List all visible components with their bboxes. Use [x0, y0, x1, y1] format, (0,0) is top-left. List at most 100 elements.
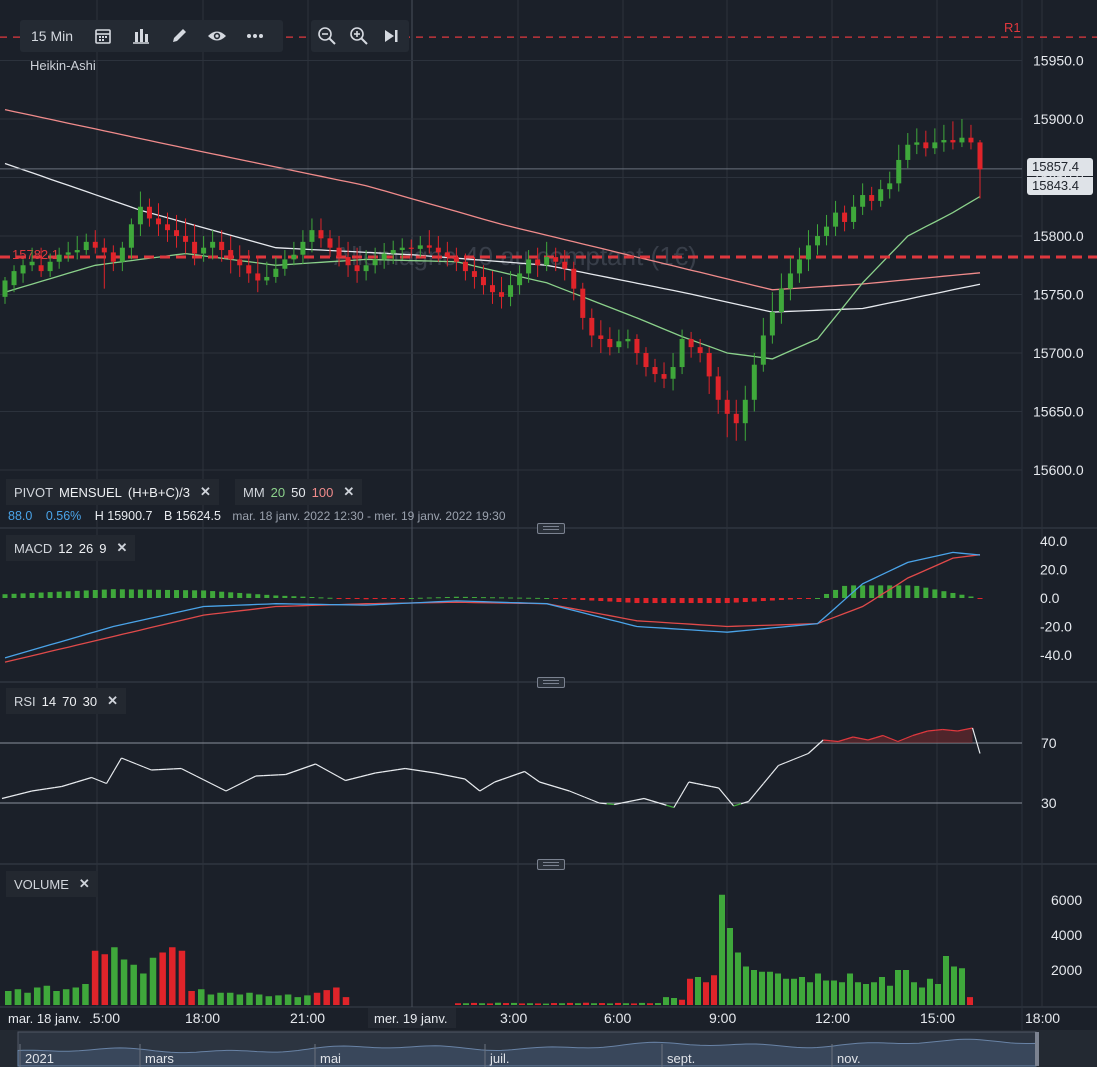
macd-histogram-bar [309, 596, 315, 598]
macd-histogram-bar [887, 585, 893, 598]
volume-bar [284, 994, 292, 1005]
time-tick-label: 18:00 [1025, 1010, 1060, 1026]
macd-histogram-bar [155, 589, 161, 598]
volume-bar [599, 1003, 605, 1005]
candle-body [444, 252, 450, 258]
zoom-in-icon[interactable] [343, 20, 375, 52]
pivot-close-icon[interactable]: ✕ [200, 484, 211, 499]
macd-param-slow: 26 [78, 540, 94, 556]
mm-legend[interactable]: MM 20 50 100 ✕ [235, 479, 363, 505]
candle-body [101, 247, 107, 253]
mm-close-icon[interactable]: ✕ [343, 484, 355, 499]
macd-histogram-bar [751, 598, 757, 602]
rsi-line-segment [98, 779, 107, 785]
eye-icon[interactable] [198, 20, 236, 52]
rsi-param-period: 14 [41, 693, 57, 709]
rsi-line-segment [471, 784, 481, 792]
volume-bar [455, 1003, 461, 1005]
macd-legend[interactable]: MACD 12 26 9 ✕ [6, 535, 136, 561]
volume-bar [140, 973, 147, 1005]
jump-to-end-icon[interactable] [375, 20, 407, 52]
macd-histogram-bar [715, 598, 721, 604]
candle-body [571, 268, 577, 289]
volume-close-icon[interactable]: ✕ [78, 876, 90, 891]
rsi-close-icon[interactable]: ✕ [107, 693, 118, 708]
candle-body [490, 285, 495, 293]
macd-histogram-bar [255, 594, 261, 598]
rsi-line-segment [837, 738, 846, 743]
volume-bar [511, 1002, 517, 1005]
pane-resize-handle-rsi[interactable] [537, 677, 565, 688]
navigator-handle [1035, 1032, 1039, 1066]
volume-bar [24, 992, 31, 1005]
macd-histogram-bar [462, 596, 468, 598]
candle-body [119, 247, 125, 262]
volume-bar [333, 987, 340, 1005]
pane-resize-handle-volume[interactable] [537, 859, 565, 870]
rsi-line-segment [785, 758, 794, 764]
mm-period-100: 100 [311, 484, 334, 500]
rsi-line-segment [614, 802, 622, 806]
rsi-line-segment [360, 774, 368, 778]
zoom-toolbar [311, 20, 409, 52]
date-range: mar. 18 janv. 2022 12:30 - mer. 19 janv.… [232, 509, 506, 523]
candle-body [851, 206, 857, 222]
zoom-out-icon[interactable] [311, 20, 343, 52]
time-tick-label: 15:00 [85, 1010, 120, 1026]
rsi-legend[interactable]: RSI 14 70 30 ✕ [6, 688, 126, 714]
candle-body [616, 341, 622, 348]
volume-bar [178, 950, 186, 1005]
timeframe-selector[interactable]: 15 Min [30, 28, 74, 44]
volume-legend[interactable]: VOLUME ✕ [6, 871, 98, 897]
macd-histogram-bar [318, 597, 324, 599]
pane-resize-handle-macd[interactable] [537, 523, 565, 534]
candle-body [228, 250, 234, 260]
volume-bar [342, 997, 350, 1005]
macd-histogram-bar [480, 597, 486, 599]
volume-label: VOLUME [14, 876, 69, 892]
rsi-line-segment [882, 734, 891, 740]
candle-body [372, 259, 378, 266]
pivot-legend[interactable]: PIVOT MENSUEL (H+B+C)/3 ✕ [6, 479, 219, 505]
volume-bar [935, 984, 941, 1005]
macd-histogram-bar [101, 589, 107, 598]
macd-histogram-bar [38, 592, 44, 598]
volume-bar [294, 997, 301, 1005]
rsi-line-segment [950, 729, 958, 732]
candle-body [634, 338, 640, 353]
pivot-label: PIVOT [14, 484, 54, 500]
macd-histogram-bar [842, 585, 848, 598]
candle-body [264, 276, 270, 281]
rsi-line-segment [890, 737, 899, 743]
volume-tick-label: 4000 [1051, 927, 1082, 943]
bar-chart-icon[interactable] [122, 20, 160, 52]
volume-bar [14, 989, 22, 1005]
candle-body [905, 144, 911, 160]
rsi-line-segment [546, 783, 555, 788]
volume-bar [719, 894, 725, 1005]
volume-bar [687, 978, 693, 1005]
rsi-line-segment [210, 782, 219, 788]
calendar-icon[interactable] [84, 20, 122, 52]
candle-body [65, 252, 71, 255]
candle-body [417, 245, 423, 249]
rsi-line-segment [300, 766, 309, 770]
pencil-icon[interactable] [160, 20, 198, 52]
macd-histogram-bar [2, 594, 8, 598]
volume-bar [847, 973, 853, 1005]
candle-body [74, 250, 80, 253]
rsi-line-segment [599, 802, 607, 805]
macd-histogram-bar [399, 598, 405, 599]
candle-body [345, 257, 351, 266]
macd-histogram-bar [833, 589, 839, 598]
rsi-line-segment [449, 775, 458, 779]
rsi-line-segment [69, 781, 77, 785]
more-icon[interactable] [236, 20, 274, 52]
candle-body [679, 338, 685, 368]
macd-close-icon[interactable]: ✕ [116, 540, 128, 555]
macd-label: MACD [14, 540, 53, 556]
macd-histogram-bar [65, 591, 71, 598]
macd-histogram-bar [643, 598, 649, 604]
candle-body [769, 312, 775, 336]
